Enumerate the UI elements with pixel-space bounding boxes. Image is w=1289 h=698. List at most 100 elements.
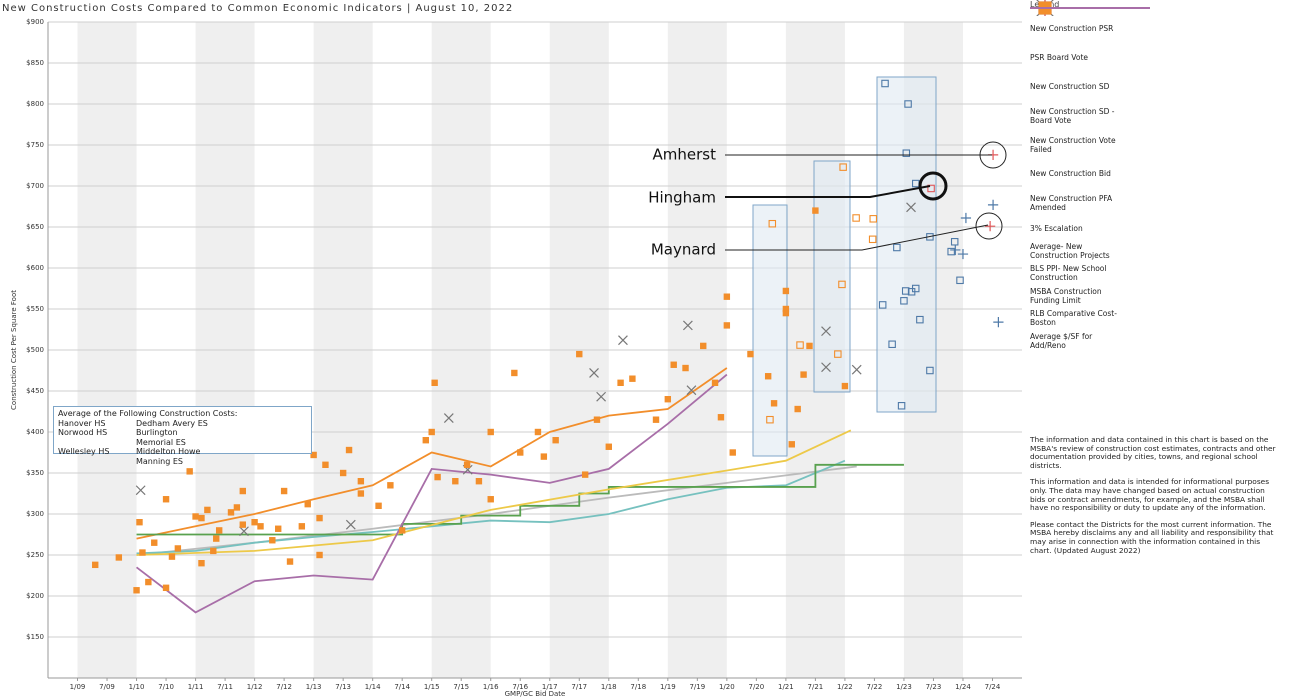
legend-label: New Construction SD - Board Vote xyxy=(1030,106,1115,125)
x-tick-label: 7/20 xyxy=(748,683,764,691)
open-square-marker xyxy=(834,350,842,358)
x-tick-label: 1/10 xyxy=(129,683,145,691)
legend-label: Average- New Construction Projects xyxy=(1030,241,1110,260)
x-marker xyxy=(821,326,831,337)
open-square-marker xyxy=(897,402,906,410)
plus-marker xyxy=(985,221,996,232)
x-marker xyxy=(239,526,249,537)
square-marker xyxy=(670,361,677,368)
square-marker xyxy=(534,428,542,436)
square-marker xyxy=(227,509,235,516)
square-marker xyxy=(422,437,429,444)
box-row: Norwood HS Burlington Memorial ES xyxy=(58,428,307,447)
open-square-marker xyxy=(926,366,934,375)
annotation: Hingham xyxy=(648,189,716,207)
y-tick-label: $500 xyxy=(26,346,44,354)
x-tick-label: 7/13 xyxy=(335,683,351,691)
x-marker xyxy=(682,320,693,331)
y-axis-title: Construction Cost Per Square Foot xyxy=(10,290,18,410)
square-marker xyxy=(428,428,435,436)
note-paragraph: Please contact the Districts for the mos… xyxy=(1030,519,1274,555)
y-tick-label: $250 xyxy=(26,551,44,559)
square-marker xyxy=(782,309,790,317)
x-tick-label: 1/15 xyxy=(424,683,440,691)
x-tick-label: 7/24 xyxy=(985,683,1001,691)
legend-label: Average $/SF for Add/Reno xyxy=(1030,331,1093,350)
legend-icon xyxy=(1030,7,1150,9)
square-marker xyxy=(723,322,731,329)
x-tick-label: 7/15 xyxy=(453,683,469,691)
square-marker xyxy=(210,547,217,555)
x-tick-label: 7/09 xyxy=(99,683,115,691)
square-marker xyxy=(269,537,276,544)
square-marker xyxy=(452,478,459,485)
square-marker xyxy=(434,473,441,481)
square-marker xyxy=(316,551,323,559)
square-marker xyxy=(136,519,143,526)
y-tick-label: $900 xyxy=(26,18,44,26)
box-title: Average of the Following Construction Co… xyxy=(58,409,238,418)
x-tick-label: 7/17 xyxy=(571,683,587,691)
x-tick-label: 1/20 xyxy=(719,683,735,691)
legend-item: New Construction SD xyxy=(1030,1,1280,101)
square-marker xyxy=(517,449,524,456)
open-square-marker xyxy=(839,163,847,171)
legend-item: New Construction Vote Failed xyxy=(1030,0,1280,159)
x-tick-label: 7/23 xyxy=(926,683,942,691)
x-tick-label: 1/19 xyxy=(660,683,676,691)
legend-item: BLS PPI- New School Construction xyxy=(1030,7,1280,285)
square-marker xyxy=(723,293,731,300)
square-marker xyxy=(168,553,176,560)
square-marker xyxy=(812,207,819,214)
x-marker xyxy=(906,202,916,213)
legend-item: PSR Board Vote xyxy=(1030,0,1280,72)
legend-label: New Construction SD xyxy=(1030,82,1110,91)
legend-label: New Construction Bid xyxy=(1030,169,1111,178)
note-paragraph: The information and data contained in th… xyxy=(1030,435,1276,470)
open-square-marker xyxy=(950,238,959,246)
x-tick-label: 7/19 xyxy=(689,683,705,691)
x-marker xyxy=(596,391,607,402)
legend-item: New Construction PFA Amended xyxy=(1030,2,1280,217)
x-tick-label: 1/13 xyxy=(306,683,322,691)
x-axis-title: GMP/GC Bid Date xyxy=(505,690,566,698)
square-marker xyxy=(213,535,220,542)
square-marker xyxy=(280,487,288,495)
plus-marker xyxy=(950,244,961,256)
legend-label: MSBA Construction Funding Limit xyxy=(1030,286,1102,305)
x-tick-label: 7/12 xyxy=(276,683,292,691)
square-marker xyxy=(286,558,294,565)
chart-title: New Construction Costs Compared to Commo… xyxy=(2,3,513,14)
square-marker xyxy=(806,342,813,350)
x-tick-label: 7/22 xyxy=(867,683,883,691)
square-marker xyxy=(151,539,158,546)
square-marker xyxy=(593,416,601,423)
plus-marker xyxy=(960,212,972,224)
highlight-circle xyxy=(975,212,1003,240)
legend-label: BLS PPI- New School Construction xyxy=(1030,264,1107,283)
open-square-marker xyxy=(796,341,804,349)
square-marker xyxy=(652,416,660,423)
square-marker xyxy=(375,502,382,509)
highlight-circle xyxy=(979,141,1007,169)
range-box xyxy=(752,204,788,457)
y-tick-label: $700 xyxy=(26,182,44,190)
box-cell: Wellesley HS xyxy=(58,447,110,456)
legend-label: New Construction Vote Failed xyxy=(1030,135,1116,154)
square-marker xyxy=(186,468,193,475)
square-marker xyxy=(174,545,182,552)
series-line xyxy=(136,463,904,536)
square-marker xyxy=(139,549,146,556)
square-marker xyxy=(251,519,258,526)
square-marker xyxy=(617,379,624,386)
legend-item: Average $/SF for Add/Reno xyxy=(1030,7,1280,353)
square-marker xyxy=(540,453,548,460)
x-tick-label: 7/14 xyxy=(394,683,410,691)
square-marker xyxy=(711,379,719,386)
square-marker xyxy=(239,487,246,495)
y-tick-label: $550 xyxy=(26,305,44,313)
x-tick-label: 1/18 xyxy=(601,683,617,691)
